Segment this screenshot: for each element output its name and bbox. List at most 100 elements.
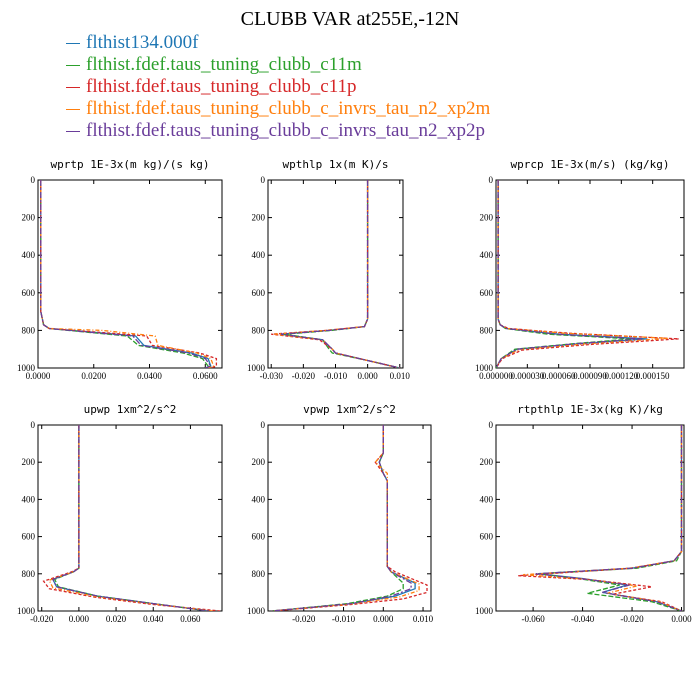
- legend-label: flthist.fdef.taus_tuning_clubb_c11p: [86, 76, 357, 97]
- chart-panel: rtpthlp 1E-3x(kg K)/kg 0 200 400 600 800 1000 -…: [475, 403, 692, 624]
- y-tick-label: 0: [261, 420, 266, 430]
- series-line: [40, 180, 210, 368]
- legend-label: flthist.fdef.taus_tuning_clubb_c_invrs_t…: [86, 98, 491, 119]
- y-tick-label: 400: [480, 494, 494, 504]
- x-tick-label: 0.000060: [542, 371, 576, 381]
- series-line: [284, 180, 400, 368]
- y-tick-label: 0: [261, 175, 266, 185]
- legend-item: flthist.fdef.taus_tuning_clubb_c11m: [66, 54, 490, 76]
- x-tick-label: 0.0600: [193, 371, 218, 381]
- panel-title: wpthlp 1x(m K)/s: [283, 158, 389, 171]
- series-line: [280, 180, 400, 368]
- series-line: [271, 425, 428, 611]
- y-tick-label: 1000: [247, 606, 266, 616]
- x-tick-label: -0.030: [260, 371, 284, 381]
- series-line: [496, 180, 643, 368]
- x-tick-label: 0.0400: [137, 371, 162, 381]
- y-tick-label: 600: [22, 288, 36, 298]
- legend-item: flthist.fdef.taus_tuning_clubb_c_invrs_t…: [66, 120, 490, 142]
- legend-label: flthist134.000f: [86, 32, 199, 53]
- series-line: [496, 180, 632, 368]
- figure-title: CLUBB VAR at255E,-12N: [240, 8, 460, 30]
- y-tick-label: 600: [480, 288, 494, 298]
- plot-frame: [495, 424, 685, 612]
- x-tick-label: 0.0200: [81, 371, 106, 381]
- y-tick-label: 1000: [17, 606, 36, 616]
- y-tick-label: 200: [252, 213, 266, 223]
- legend-item: flthist.fdef.taus_tuning_clubb_c_invrs_t…: [66, 98, 490, 120]
- panel-title: wprcp 1E-3x(m/s) (kg/kg): [511, 158, 670, 171]
- x-tick-label: 0.0000: [26, 371, 51, 381]
- y-tick-label: 200: [480, 213, 494, 223]
- series-line: [496, 180, 679, 368]
- x-tick-label: 0.000: [69, 614, 90, 624]
- chart-panel: wprcp 1E-3x(m/s) (kg/kg) 0 200 400 600 800 100…: [475, 158, 685, 381]
- x-tick-label: 0.060: [180, 614, 201, 624]
- x-tick-label: -0.020: [30, 614, 54, 624]
- plot-frame: [267, 424, 432, 612]
- y-tick-label: 0: [489, 420, 494, 430]
- y-tick-label: 600: [252, 532, 266, 542]
- legend-item: flthist.fdef.taus_tuning_clubb_c11p: [66, 76, 490, 98]
- y-tick-label: 400: [22, 250, 36, 260]
- series-line: [51, 425, 210, 611]
- plot-frame: [37, 179, 223, 369]
- y-tick-label: 800: [480, 569, 494, 579]
- y-tick-label: 0: [31, 420, 36, 430]
- series-line: [40, 180, 212, 368]
- x-tick-label: -0.060: [521, 614, 545, 624]
- chart-panel: wprtp 1E-3x(m kg)/(s kg) 0 200 400 600 800 100…: [17, 158, 223, 381]
- chart-panel: wpthlp 1x(m K)/s02004006008001000-0.030-…: [247, 158, 410, 381]
- y-tick-label: 200: [480, 457, 494, 467]
- series-line: [271, 180, 400, 368]
- y-tick-label: 800: [480, 325, 494, 335]
- legend-swatch: [66, 64, 80, 66]
- x-tick-label: 0.000000: [479, 371, 513, 381]
- legend-label: flthist.fdef.taus_tuning_clubb_c_invrs_t…: [86, 120, 485, 141]
- legend-swatch: [66, 108, 80, 110]
- y-tick-label: 400: [22, 494, 36, 504]
- y-tick-label: 800: [22, 569, 36, 579]
- x-tick-label: 0.000: [373, 614, 394, 624]
- x-tick-label: 0.000150: [636, 371, 670, 381]
- y-tick-label: 400: [252, 250, 266, 260]
- y-tick-label: 600: [480, 532, 494, 542]
- series-line: [538, 425, 683, 611]
- x-tick-label: 0.000: [358, 371, 379, 381]
- series-line: [42, 425, 221, 611]
- x-tick-label: 0.010: [390, 371, 411, 381]
- series-line: [40, 180, 218, 368]
- series-line: [271, 425, 416, 611]
- y-tick-label: 1000: [475, 606, 494, 616]
- chart-panel: vpwp 1xm^2/s^2 0 200 400 600 800 1000 -0.020 -0.…: [247, 403, 434, 624]
- y-tick-label: 200: [22, 213, 36, 223]
- y-tick-label: 1000: [475, 363, 494, 373]
- series-line: [271, 425, 412, 611]
- y-tick-label: 1000: [17, 363, 36, 373]
- series-line: [523, 425, 683, 611]
- panel-title: rtpthlp 1E-3x(kg K)/kg: [517, 403, 663, 416]
- series-line: [40, 180, 215, 368]
- series-line: [496, 180, 648, 368]
- series-line: [535, 425, 683, 611]
- x-tick-label: 0.000030: [510, 371, 544, 381]
- plot-frame: [37, 424, 223, 612]
- series-line: [280, 180, 400, 368]
- x-tick-label: -0.020: [292, 614, 316, 624]
- panel-title: vpwp 1xm^2/s^2: [303, 403, 396, 416]
- series-line: [274, 180, 400, 368]
- series-line: [53, 425, 210, 611]
- y-tick-label: 200: [252, 457, 266, 467]
- plot-frame: [267, 179, 404, 369]
- x-tick-label: -0.010: [332, 614, 356, 624]
- y-tick-label: 200: [22, 457, 36, 467]
- series-line: [518, 425, 683, 611]
- x-tick-label: 0.000090: [573, 371, 607, 381]
- x-tick-label: -0.020: [292, 371, 316, 381]
- y-tick-label: 1000: [247, 363, 266, 373]
- legend-swatch: [66, 86, 80, 88]
- chart-panel: upwp 1xm^2/s^2 0 200 400 600 800 1000-0.020 0.0…: [17, 403, 223, 624]
- legend-swatch: [66, 42, 80, 44]
- panel-title: upwp 1xm^2/s^2: [84, 403, 177, 416]
